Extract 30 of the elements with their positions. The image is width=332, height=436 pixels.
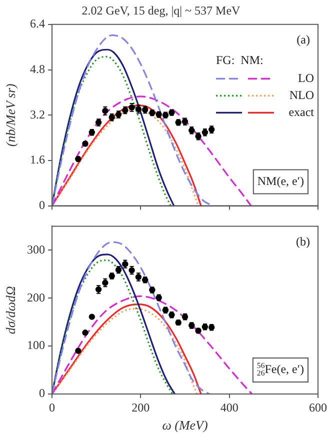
y-tick-label: 0 bbox=[39, 198, 45, 212]
annotation: (b) bbox=[296, 234, 310, 248]
line-series bbox=[52, 295, 253, 394]
x-tick-label: 400 bbox=[220, 400, 238, 414]
y-tick-label: 0 bbox=[39, 386, 45, 400]
point bbox=[88, 314, 95, 320]
y-tick-label: 200 bbox=[27, 290, 45, 304]
line-series bbox=[52, 241, 210, 394]
legend-label: exact bbox=[288, 104, 315, 119]
y-tick-label: 3.2 bbox=[30, 107, 45, 122]
point bbox=[82, 330, 88, 336]
y-tick-label: 4.8 bbox=[30, 62, 45, 76]
legend-label: NLO bbox=[289, 88, 314, 102]
y-tick-label: 1.6 bbox=[30, 152, 45, 167]
point bbox=[75, 348, 82, 354]
y-axis-title: dσ/dωdΩ bbox=[3, 286, 18, 334]
x-tick-label: 600 bbox=[309, 400, 327, 414]
annotation: NM(e, e′) bbox=[257, 174, 304, 188]
x-axis-title: ω (MeV) bbox=[162, 418, 208, 433]
annotation: (a) bbox=[296, 32, 310, 47]
y-tick-label: 100 bbox=[27, 338, 45, 352]
chart-title: 2.02 GeV, 15 deg, |q| ~ 537 MeV bbox=[82, 3, 241, 18]
legend-label: LO bbox=[298, 70, 314, 85]
line-series bbox=[52, 96, 252, 206]
y-tick-label: 6.4 bbox=[30, 16, 45, 31]
y-axis-title: (nb/MeV sr) bbox=[3, 84, 18, 147]
x-tick-label: 0 bbox=[49, 400, 55, 414]
legend-title: FG: NM: bbox=[216, 52, 264, 67]
y-tick-label: 300 bbox=[27, 242, 45, 256]
x-tick-label: 200 bbox=[132, 400, 150, 414]
